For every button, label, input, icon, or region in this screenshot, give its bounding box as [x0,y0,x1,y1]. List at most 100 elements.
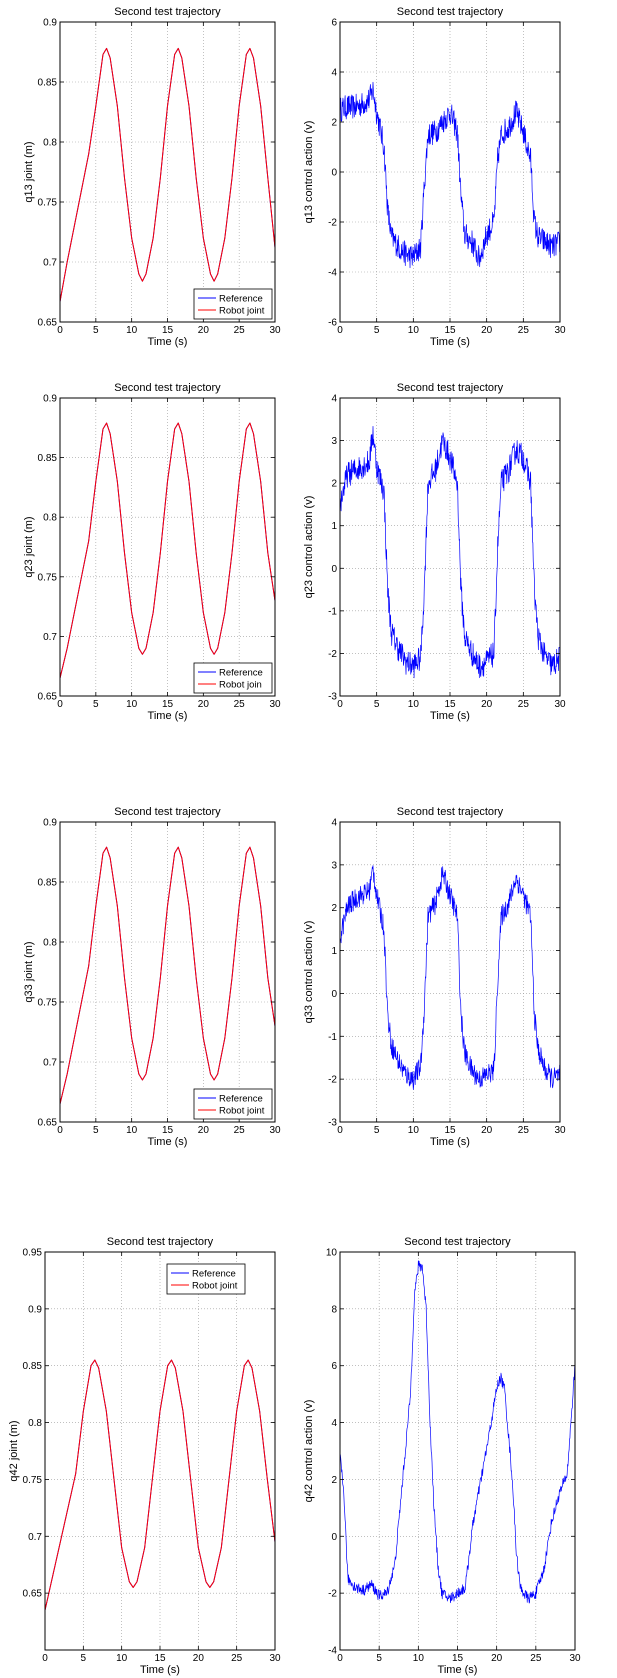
y-tick-label: 0 [331,989,337,1000]
x-tick-label: 0 [337,325,343,336]
x-tick-label: 20 [198,325,210,336]
x-tick-label: 25 [518,699,530,710]
series-group [60,422,275,679]
x-tick-label: 15 [162,699,174,710]
chart-title: Second test trajectory [404,1236,511,1248]
y-axis-label: q33 joint (m) [23,941,35,1002]
y-tick-label: -3 [328,1118,337,1129]
y-tick-label: 0.65 [23,1589,43,1600]
x-tick-label: 15 [154,1653,166,1664]
y-tick-label: 0.75 [23,1475,43,1486]
x-tick-label: 5 [93,325,99,336]
y-tick-label: -2 [328,1589,337,1600]
x-tick-label: 25 [234,325,246,336]
chart-3: 0 5 10 15 20 25 30 0.65 0.7 0.75 0.8 0.85 0.9 Second … [23,382,281,722]
y-tick-label: 0.9 [43,394,57,405]
grid [340,1252,575,1650]
chart-title: Second test trajectory [107,1236,214,1248]
y-tick-label: 6 [331,1361,337,1372]
x-tick-label: 20 [198,1125,210,1136]
series-line-1 [340,1260,575,1604]
x-tick-label: 20 [198,699,210,710]
legend-box [193,288,273,320]
x-tick-label: 30 [269,1653,281,1664]
x-tick-label: 30 [269,699,281,710]
y-tick-label: 10 [326,1248,338,1259]
x-tick-label: 15 [444,1125,456,1136]
y-tick-label: 0.75 [38,198,58,209]
y-tick-label: -2 [328,218,337,229]
y-tick-label: 0.8 [28,1418,42,1429]
x-tick-label: 0 [42,1653,48,1664]
chart-8: 0 5 10 15 20 25 30 -4 -2 0 2 4 6 8 10 Second test traje… [303,1236,581,1676]
chart-title: Second test trajectory [114,382,221,394]
series-line-1 [340,426,560,679]
series-line-robot-joint [60,47,275,302]
x-tick-label: 0 [57,1125,63,1136]
legend-label: Robot joint [219,306,265,317]
x-tick-label: 30 [554,1125,566,1136]
y-tick-label: -3 [328,692,337,703]
y-tick-label: 3 [331,860,337,871]
y-tick-label: 2 [331,118,337,129]
y-tick-label: 1 [331,521,337,532]
x-tick-label: 10 [126,325,138,336]
series-group [340,1260,575,1604]
x-axis-label: Time (s) [438,1664,478,1676]
legend-box [193,1088,273,1120]
y-tick-label: 0.65 [38,318,58,329]
x-tick-label: 30 [269,325,281,336]
y-tick-label: -4 [328,268,337,279]
y-axis-label: q33 control action (v) [303,921,315,1024]
series-line-robot-join [60,422,275,679]
x-tick-label: 15 [162,325,174,336]
legend-label: Reference [219,294,263,305]
grid [340,398,560,696]
y-axis-label: q42 joint (m) [8,1420,20,1481]
y-tick-label: 0.7 [28,1532,42,1543]
y-tick-label: 0.75 [38,998,58,1009]
y-tick-label: 2 [331,1475,337,1486]
y-tick-label: 2 [331,479,337,490]
y-tick-label: -1 [328,1032,337,1043]
y-tick-label: -4 [328,1646,337,1657]
y-tick-label: 0 [331,168,337,179]
y-tick-label: 4 [331,818,337,829]
x-tick-label: 25 [518,325,530,336]
chart-title: Second test trajectory [397,806,504,818]
legend-label: Reference [219,1094,263,1105]
plot-area [60,398,275,696]
series-line-1 [340,81,560,269]
chart-5: 0 5 10 15 20 25 30 0.65 0.7 0.75 0.8 0.85 0.9 Second … [23,806,281,1148]
x-axis-label: Time (s) [430,336,470,348]
x-tick-label: 5 [93,1125,99,1136]
y-axis-label: q42 control action (v) [303,1400,315,1503]
y-tick-label: 0.85 [38,78,58,89]
x-tick-label: 5 [81,1653,87,1664]
y-tick-label: 0.65 [38,1118,58,1129]
y-tick-label: 0.85 [38,878,58,889]
chart-title: Second test trajectory [397,6,504,18]
y-tick-label: 4 [331,394,337,405]
x-tick-label: 25 [530,1653,542,1664]
y-tick-label: 0.8 [43,138,57,149]
series-line-1 [340,865,560,1090]
x-tick-label: 30 [269,1125,281,1136]
legend-label: Robot joint [219,1106,265,1117]
y-tick-label: 0.9 [43,18,57,29]
x-tick-label: 5 [93,699,99,710]
x-axis-label: Time (s) [148,710,188,722]
legend-label: Robot joint [192,1281,238,1292]
y-tick-label: 0.85 [38,453,58,464]
x-tick-label: 15 [444,699,456,710]
x-axis-label: Time (s) [430,1136,470,1148]
chart-6: 0 5 10 15 20 25 30 -3 -2 -1 0 1 2 3 4 Second test traje… [303,806,566,1148]
x-tick-label: 10 [408,699,420,710]
x-tick-label: 0 [337,699,343,710]
x-tick-label: 5 [374,699,380,710]
y-tick-label: 0.95 [23,1248,43,1259]
